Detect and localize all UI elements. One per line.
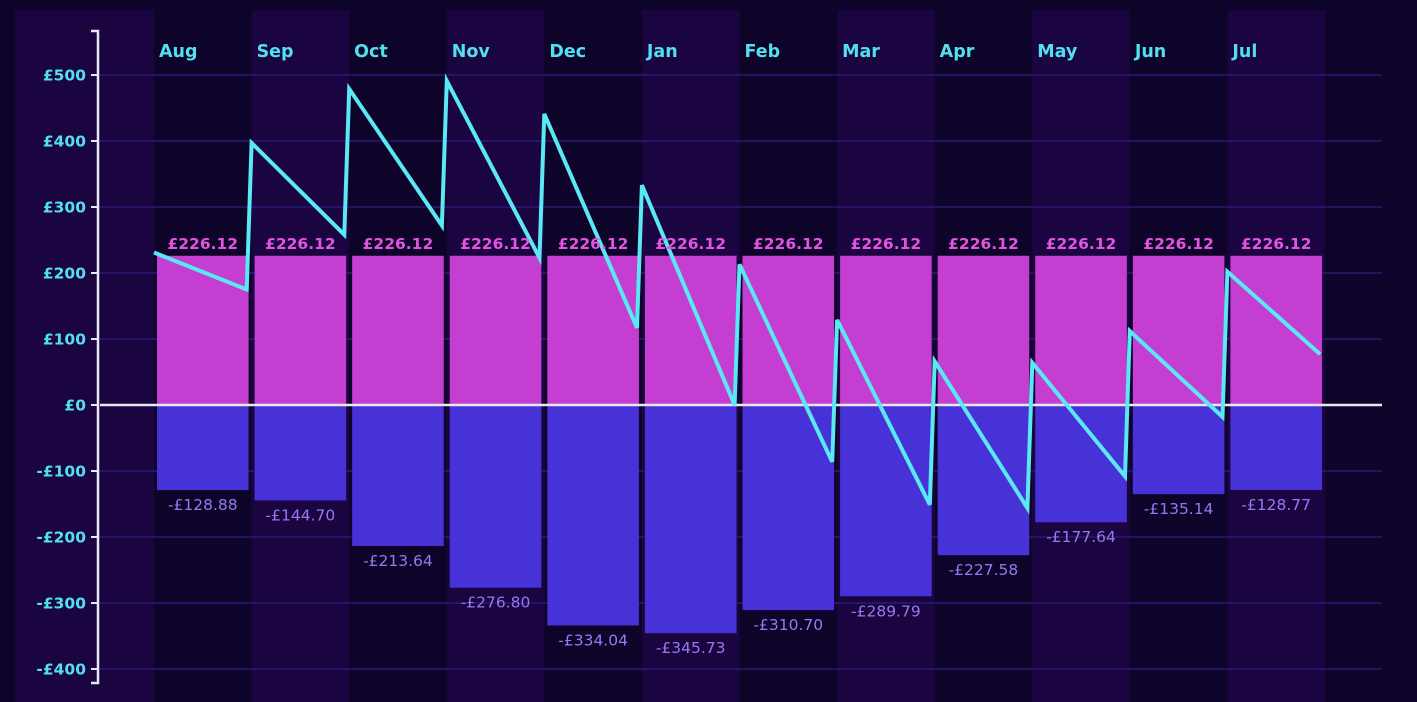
- month-label: Jul: [1231, 42, 1257, 62]
- month-label: Apr: [940, 42, 975, 62]
- income-bar: [1035, 255, 1127, 405]
- outgoing-value-label: -£144.70: [266, 507, 336, 525]
- outgoing-value-label: -£227.58: [949, 561, 1019, 579]
- month-label: Dec: [549, 42, 586, 62]
- income-bars: [157, 255, 1322, 405]
- band-left: [15, 10, 154, 702]
- month-label: Oct: [354, 42, 388, 62]
- outgoing-value-label: -£289.79: [851, 602, 921, 620]
- income-bar: [644, 255, 737, 405]
- outgoing-bar: [157, 405, 249, 491]
- income-value-label: £226.12: [363, 235, 434, 253]
- month-labels: Aug Sep Oct Nov Dec Jan Feb Mar Apr May Jun Jul: [159, 42, 1257, 62]
- income-value-label: £226.12: [1046, 235, 1117, 253]
- outgoing-bar: [840, 405, 932, 597]
- y-tick-label: £0: [64, 397, 86, 415]
- outgoing-value-label: -£128.77: [1241, 496, 1311, 514]
- income-value-label: £226.12: [558, 235, 629, 253]
- outgoing-bar: [449, 405, 542, 588]
- month-label: Sep: [257, 42, 294, 62]
- outgoing-value-label: -£276.80: [461, 594, 531, 612]
- outgoing-value-label: -£128.88: [168, 496, 238, 514]
- outgoing-value-label: -£310.70: [753, 616, 823, 634]
- income-value-label: £226.12: [265, 235, 336, 253]
- y-axis-line: [91, 29, 100, 685]
- outgoing-bars: [157, 405, 1322, 634]
- income-bar: [937, 255, 1030, 405]
- outgoing-value-label: -£213.64: [363, 552, 433, 570]
- month-label: Mar: [842, 42, 880, 62]
- outgoing-bar: [547, 405, 639, 626]
- y-tick-label: -£400: [36, 661, 86, 679]
- y-tick-label: -£100: [36, 463, 86, 481]
- outgoing-value-label: -£177.64: [1046, 528, 1116, 546]
- outgoing-value-label: -£334.04: [558, 631, 628, 649]
- income-value-label: £226.12: [1143, 235, 1214, 253]
- balance-line: [153, 73, 1322, 515]
- month-label: Nov: [452, 42, 491, 62]
- income-bar: [742, 255, 835, 405]
- y-tick-label: £300: [43, 199, 86, 217]
- gridlines: [100, 74, 1382, 670]
- outgoing-bar: [742, 405, 835, 611]
- income-value-label: £226.12: [1241, 235, 1312, 253]
- y-tick-label: -£200: [36, 529, 86, 547]
- outgoing-bar: [1132, 405, 1225, 495]
- income-bar: [1230, 255, 1322, 405]
- income-value-label: £226.12: [851, 235, 922, 253]
- income-bar: [449, 255, 542, 405]
- outgoing-value-label: -£135.14: [1144, 500, 1214, 518]
- income-value-label: £226.12: [460, 235, 531, 253]
- income-bar: [1132, 255, 1225, 405]
- y-tick-label: £400: [43, 133, 86, 151]
- outgoing-bar: [254, 405, 347, 501]
- income-value-label: £226.12: [167, 235, 238, 253]
- balance-line-group: [153, 73, 1322, 515]
- outgoing-value-label: -£345.73: [656, 639, 726, 657]
- y-tick-label: £200: [43, 265, 86, 283]
- income-value-label: £226.12: [655, 235, 726, 253]
- outgoing-bar: [352, 405, 444, 547]
- y-tick-label: -£300: [36, 595, 86, 613]
- income-bar: [352, 255, 444, 405]
- month-label: Jan: [646, 42, 678, 62]
- income-value-label: £226.12: [948, 235, 1019, 253]
- y-tick-label: £100: [43, 331, 86, 349]
- income-value-label: £226.12: [753, 235, 824, 253]
- outgoing-bar: [937, 405, 1030, 556]
- y-axis: £500 £400 £300 £200 £100 £0 -£100 -£200 -£300 -£4…: [36, 29, 100, 685]
- y-tick-label: £500: [43, 67, 86, 85]
- month-label: Aug: [159, 42, 198, 62]
- band-right: [1325, 10, 1402, 702]
- income-bar: [254, 255, 347, 405]
- income-bar: [157, 255, 249, 405]
- income-bar: [547, 255, 639, 405]
- outgoing-labels: -£128.88 -£144.70 -£213.64 -£276.80 -£334.04…: [168, 496, 1311, 657]
- income-labels: £226.12 £226.12 £226.12 £226.12 £226.12 £226.…: [167, 235, 1311, 253]
- month-label: Jun: [1134, 42, 1166, 62]
- income-bar: [840, 255, 932, 405]
- outgoing-bar: [644, 405, 737, 634]
- outgoing-bar: [1230, 405, 1322, 490]
- month-label: May: [1037, 42, 1078, 62]
- month-label: Feb: [745, 42, 781, 62]
